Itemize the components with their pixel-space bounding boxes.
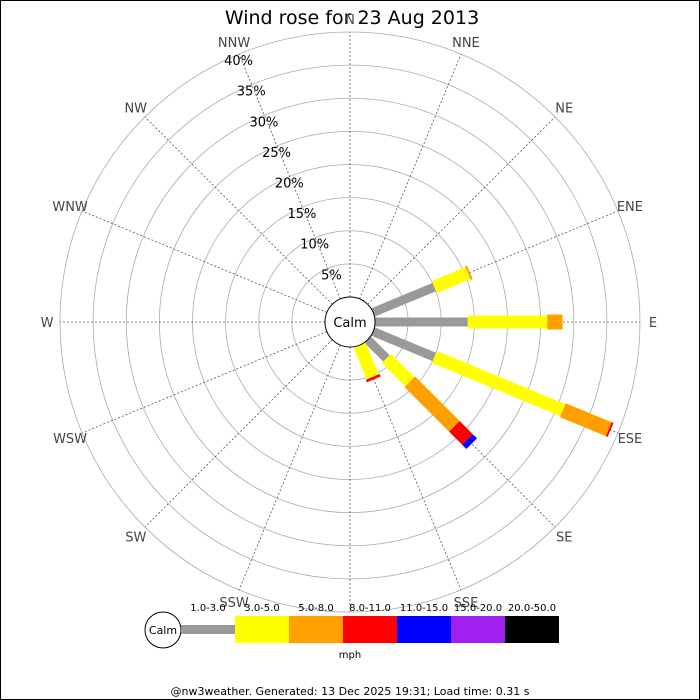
spoke-sse — [359, 344, 462, 591]
bar-segment-sse — [365, 374, 381, 383]
spoke-ssw — [238, 344, 341, 591]
calm-label: Calm — [333, 316, 366, 331]
bar-segment-sse — [353, 342, 379, 380]
legend-unit: mph — [339, 650, 361, 661]
direction-label-sw: SW — [125, 530, 146, 545]
bar-segment-ese — [559, 403, 612, 437]
legend-label: 15.0-20.0 — [454, 603, 502, 614]
radial-labels: 5% 10% 15% 20% 25% 30% 35% 40% — [224, 54, 342, 283]
spoke-nne — [359, 53, 462, 300]
chart-title: Wind rose for 23 Aug 2013 — [225, 7, 479, 29]
direction-label-ne: NE — [555, 102, 573, 117]
bar-segment-se — [404, 376, 460, 432]
bar-segment-se — [462, 434, 477, 449]
footer-text: @nw3weather. Generated: 13 Dec 2025 19:3… — [171, 685, 530, 698]
spoke-nnw — [238, 53, 341, 300]
legend-label: 11.0-15.0 — [400, 603, 448, 614]
direction-label-nne: NNE — [452, 36, 480, 51]
direction-label-w: W — [41, 316, 54, 331]
direction-label-wsw: WSW — [53, 432, 87, 447]
bar-segment-ese — [371, 327, 437, 362]
legend-label: 3.0-5.0 — [244, 603, 279, 614]
direction-label-wnw: WNW — [52, 200, 88, 215]
direction-label-ssw: SSW — [219, 596, 249, 611]
radial-label: 20% — [275, 176, 304, 191]
spoke-nw — [144, 116, 333, 305]
bar-segment-ese — [431, 350, 566, 417]
radial-label: 5% — [321, 268, 342, 283]
legend-swatch — [235, 616, 289, 643]
legend-calm-label: Calm — [149, 624, 177, 637]
direction-label-ene: ENE — [617, 200, 643, 215]
bar-segment-ese — [605, 422, 614, 437]
legend-label: 8.0-11.0 — [349, 603, 391, 614]
radial-label: 25% — [262, 146, 291, 161]
radial-label: 30% — [249, 115, 278, 130]
bar-segment-se — [364, 336, 390, 362]
grid-ring — [92, 64, 608, 580]
spoke-ne — [367, 116, 556, 305]
direction-label-e: E — [649, 316, 657, 331]
bar-segment-se — [449, 421, 473, 445]
radial-label: 10% — [300, 238, 329, 253]
bar-segment-ene — [371, 282, 437, 317]
calm-circle — [324, 296, 376, 348]
direction-label-nw: NW — [124, 102, 147, 117]
bar-segment-ene — [465, 265, 473, 281]
spoke-wsw — [81, 331, 328, 434]
spoke-sw — [144, 339, 333, 528]
direction-label-sse: SSE — [454, 596, 479, 611]
bar-segment-se — [381, 353, 415, 387]
direction-label-nnw: NNW — [218, 36, 250, 51]
legend: Calm 1.0-3.0 3.0-5.0 5.0-8.0 8.0-11.0 11.0-1… — [144, 603, 559, 661]
legend-label: 20.0-50.0 — [508, 603, 556, 614]
direction-label-ese: ESE — [618, 432, 643, 447]
calm-center: Calm — [324, 296, 376, 348]
legend-label: 1.0-3.0 — [190, 603, 225, 614]
legend-label: 5.0-8.0 — [298, 603, 333, 614]
radial-label: 40% — [224, 54, 253, 69]
direction-label-n: N — [345, 13, 355, 28]
direction-labels: NNNENEENEEESESESSESSSWSWWSWWWNWNWNNW — [41, 13, 658, 634]
direction-label-se: SE — [556, 530, 572, 545]
legend-swatch — [181, 625, 235, 634]
bar-segment-ene — [431, 267, 471, 294]
radial-label: 15% — [287, 207, 316, 222]
spoke-wnw — [81, 210, 328, 313]
legend-swatch — [289, 616, 343, 643]
radial-label: 35% — [237, 85, 266, 100]
grid-ring — [125, 97, 575, 547]
legend-swatch — [451, 616, 505, 643]
wind-bars — [353, 265, 614, 449]
legend-swatch — [397, 616, 451, 643]
legend-swatch — [343, 616, 397, 643]
legend-swatch — [505, 616, 559, 643]
